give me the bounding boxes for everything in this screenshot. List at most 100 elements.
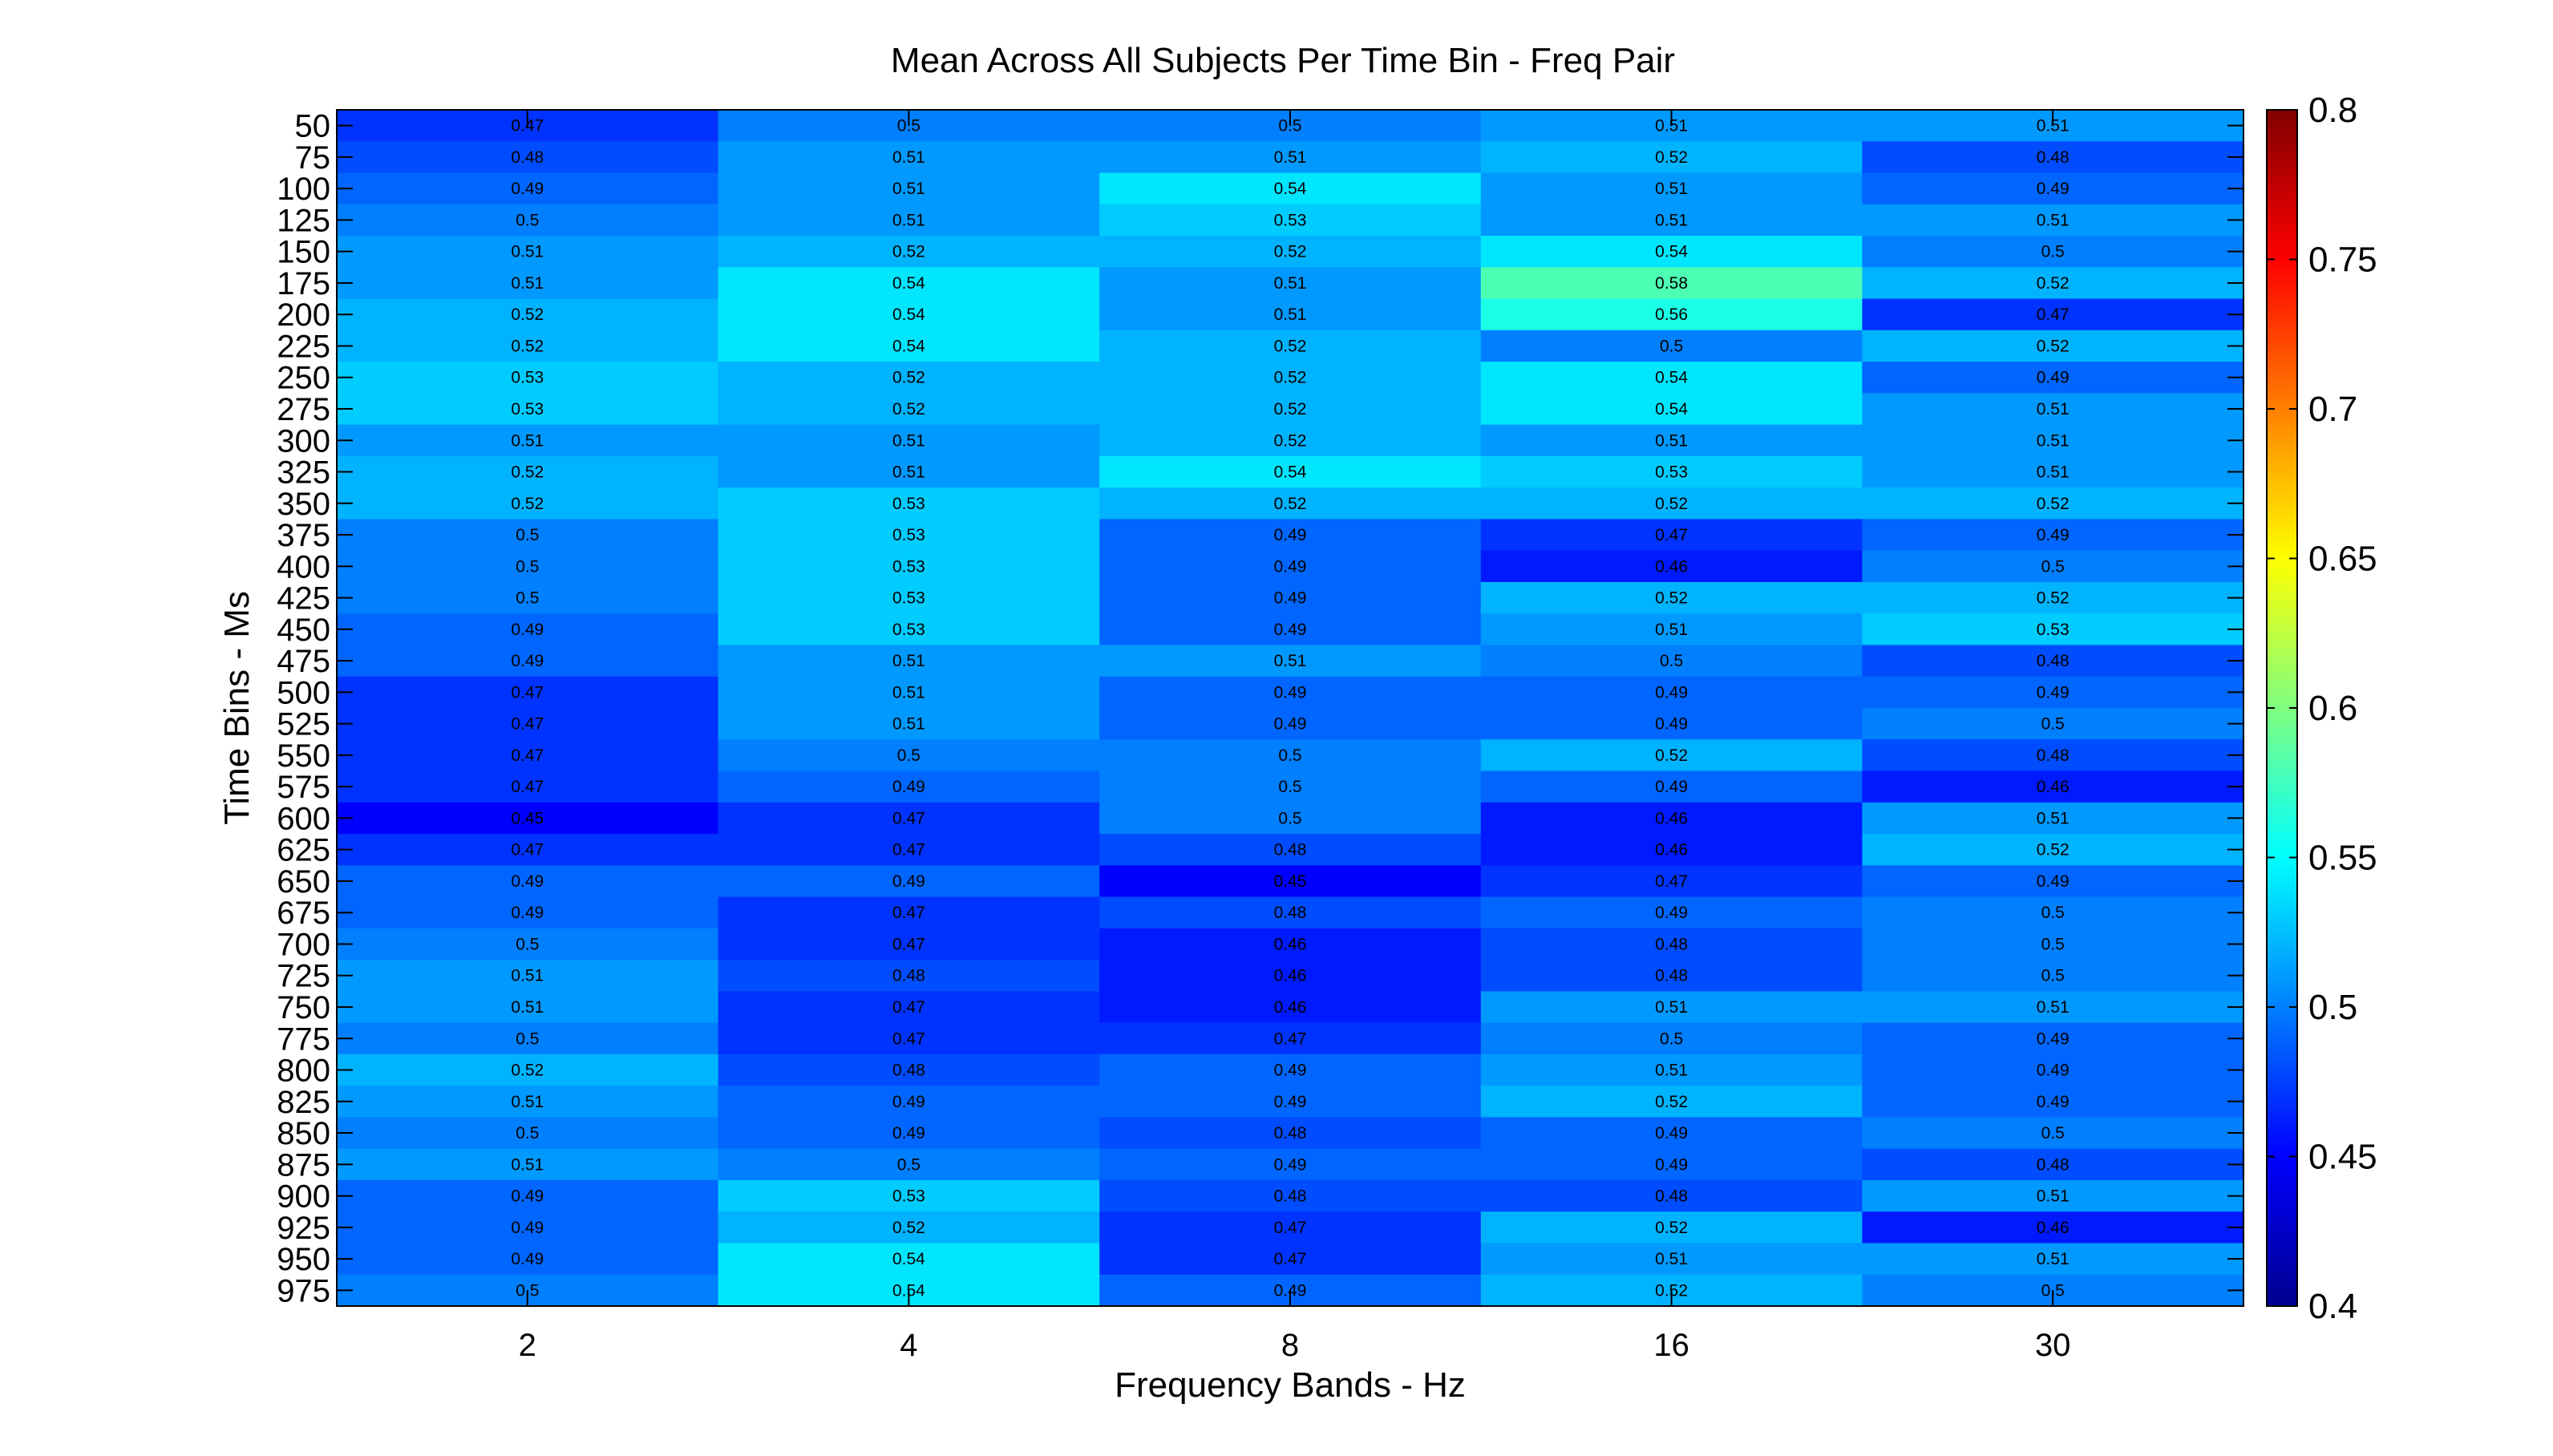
y-tick-label: 500 [277,675,330,710]
x-tick-label: 2 [519,1328,536,1363]
heatmap-cell [1099,362,1482,394]
cell-value-label: 0.49 [1655,778,1688,796]
cell-value-label: 0.53 [511,369,544,387]
heatmap-cell [718,991,1100,1024]
cell-value-label: 0.51 [2037,211,2070,229]
cell-value-label: 0.49 [1655,1155,1688,1174]
heatmap-cell [337,236,719,268]
cell-value-label: 0.5 [897,746,920,765]
cell-value-label: 0.47 [511,841,544,859]
heatmap-cell [718,487,1100,520]
heatmap-cell [1099,1117,1482,1150]
heatmap-cell [1480,645,1863,677]
cell-value-label: 0.51 [892,180,925,198]
cell-value-label: 0.51 [1655,1250,1688,1268]
colorbar-tick-label: 0.65 [2308,540,2377,579]
y-tick-label: 875 [277,1147,330,1183]
cell-value-label: 0.49 [2037,683,2070,702]
cell-value-label: 0.52 [2037,589,2070,608]
cell-value-label: 0.52 [2037,274,2070,293]
heatmap-cell [718,676,1100,709]
heatmap-cell [1862,1117,2244,1150]
heatmap-cell [1862,896,2244,929]
heatmap-cell [1480,676,1863,709]
y-tick-label: 150 [277,235,330,270]
cell-value-label: 0.54 [892,274,925,293]
y-tick-label: 850 [277,1116,330,1151]
heatmap-cell [1480,204,1863,237]
heatmap-cell [1862,802,2244,835]
cell-value-label: 0.5 [516,526,539,544]
heatmap-cell [337,645,719,677]
heatmap-cell [337,550,719,583]
cell-value-label: 0.5 [516,935,539,953]
y-tick-label: 825 [277,1085,330,1120]
cell-value-label: 0.53 [2037,621,2070,639]
cell-value-label: 0.51 [2037,400,2070,419]
heatmap-cell [718,393,1100,426]
heatmap-cell [1480,298,1863,331]
cell-value-label: 0.52 [1655,1219,1688,1237]
heatmap-cell [1099,172,1482,205]
cell-value-label: 0.51 [1274,148,1307,167]
heatmap-cell [1862,362,2244,394]
heatmap-cell [337,330,719,362]
cell-value-label: 0.53 [511,400,544,419]
cell-value-label: 0.52 [1274,337,1307,355]
cell-value-label: 0.49 [511,180,544,198]
cell-value-label: 0.48 [1274,841,1307,859]
heatmap-cell [1480,267,1863,300]
y-tick-label: 175 [277,266,330,301]
heatmap-cell [337,204,719,237]
heatmap-cell [1099,613,1482,646]
cell-value-label: 0.53 [1655,463,1688,482]
cell-value-label: 0.48 [1655,967,1688,985]
cell-value-label: 0.53 [892,495,925,513]
heatmap-cell [1862,770,2244,803]
cell-value-label: 0.52 [892,243,925,261]
heatmap-cell [1480,1054,1863,1086]
heatmap-cell [337,1211,719,1244]
heatmap-cell [1862,991,2244,1024]
y-tick-label: 325 [277,455,330,491]
y-tick-label: 600 [277,801,330,836]
cell-value-label: 0.52 [511,463,544,482]
cell-value-label: 0.46 [1274,967,1307,985]
cell-value-label: 0.49 [892,1093,925,1111]
heatmap-cell [1480,928,1863,961]
cell-value-label: 0.46 [1655,809,1688,827]
cell-value-label: 0.47 [1655,526,1688,544]
heatmap-cell [1099,1211,1482,1244]
cell-value-label: 0.47 [892,1029,925,1048]
heatmap-cell [718,1086,1100,1118]
cell-value-label: 0.5 [516,589,539,608]
heatmap-cell [1099,960,1482,992]
cell-value-label: 0.5 [1278,778,1301,796]
heatmap-cell [337,1117,719,1150]
heatmap-cell [1480,487,1863,520]
cell-value-label: 0.47 [892,935,925,953]
x-tick-label: 4 [900,1328,917,1363]
cell-value-label: 0.52 [1274,495,1307,513]
cell-value-label: 0.47 [2037,305,2070,324]
cell-value-label: 0.48 [511,148,544,167]
colorbar-tick-label: 0.8 [2308,91,2357,130]
cell-value-label: 0.49 [1274,1062,1307,1080]
heatmap-cell [337,393,719,426]
heatmap-cell [1480,1117,1863,1150]
x-axis-label: Frequency Bands - Hz [1115,1365,1466,1405]
cell-value-label: 0.53 [892,621,925,639]
cell-value-label: 0.49 [2037,1029,2070,1048]
heatmap-cell [1099,267,1482,300]
cell-value-label: 0.52 [1274,400,1307,419]
heatmap-cell [718,896,1100,929]
cell-value-label: 0.49 [892,778,925,796]
heatmap-cell [1099,236,1482,268]
cell-value-label: 0.49 [511,1250,544,1268]
cell-value-label: 0.5 [2041,935,2065,953]
heatmap-cell [718,960,1100,992]
cell-value-label: 0.48 [1655,1187,1688,1206]
heatmap-cell [1099,204,1482,237]
cell-value-label: 0.53 [892,526,925,544]
y-tick-label: 125 [277,203,330,238]
